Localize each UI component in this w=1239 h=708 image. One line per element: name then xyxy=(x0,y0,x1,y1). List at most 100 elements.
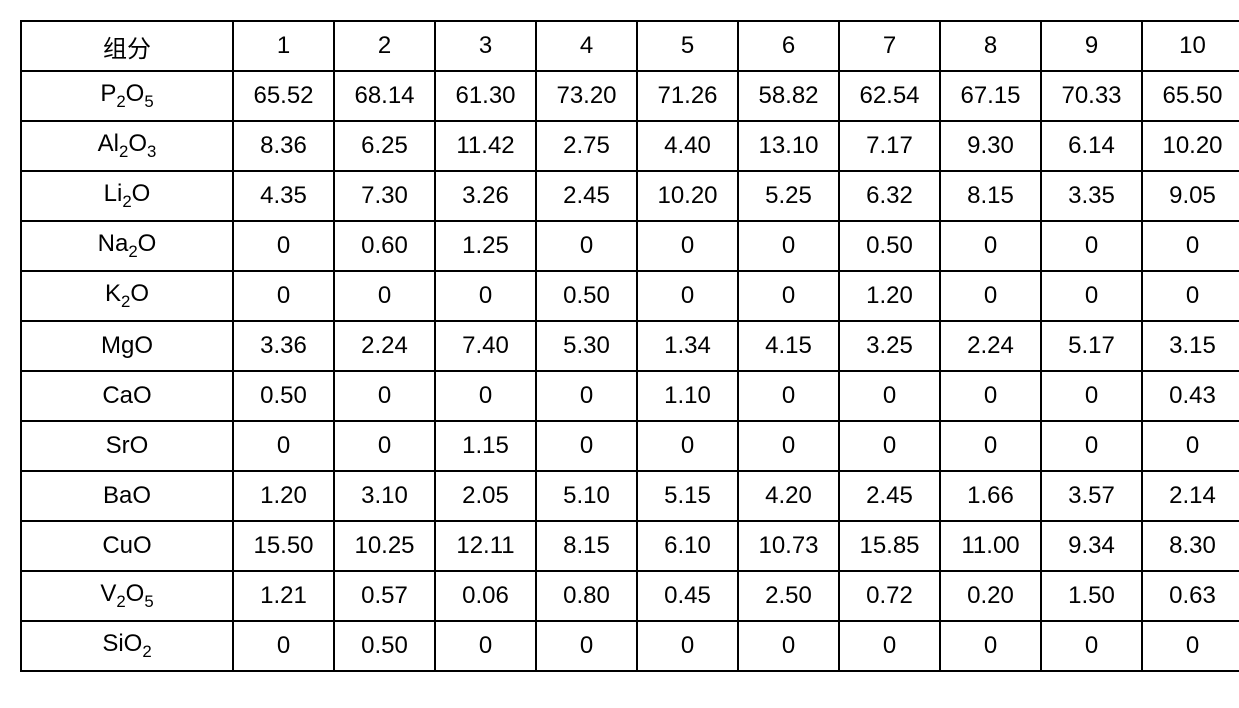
component-formula: V2O5 xyxy=(21,571,233,621)
value-cell: 0 xyxy=(1041,271,1142,321)
component-formula: MgO xyxy=(21,321,233,371)
value-cell: 0.63 xyxy=(1142,571,1239,621)
column-header: 2 xyxy=(334,21,435,71)
value-cell: 0 xyxy=(839,421,940,471)
value-cell: 2.14 xyxy=(1142,471,1239,521)
value-cell: 73.20 xyxy=(536,71,637,121)
value-cell: 0.50 xyxy=(233,371,334,421)
value-cell: 11.00 xyxy=(940,521,1041,571)
value-cell: 68.14 xyxy=(334,71,435,121)
value-cell: 0 xyxy=(637,271,738,321)
value-cell: 0 xyxy=(536,421,637,471)
value-cell: 0.50 xyxy=(839,221,940,271)
value-cell: 0 xyxy=(738,421,839,471)
column-header: 6 xyxy=(738,21,839,71)
value-cell: 0 xyxy=(536,371,637,421)
column-header: 4 xyxy=(536,21,637,71)
value-cell: 5.10 xyxy=(536,471,637,521)
value-cell: 1.50 xyxy=(1041,571,1142,621)
component-formula: Li2O xyxy=(21,171,233,221)
column-header: 8 xyxy=(940,21,1041,71)
value-cell: 6.10 xyxy=(637,521,738,571)
value-cell: 10.20 xyxy=(1142,121,1239,171)
value-cell: 0.50 xyxy=(536,271,637,321)
column-header: 7 xyxy=(839,21,940,71)
value-cell: 15.50 xyxy=(233,521,334,571)
value-cell: 5.30 xyxy=(536,321,637,371)
value-cell: 3.10 xyxy=(334,471,435,521)
value-cell: 0 xyxy=(435,621,536,671)
table-row: Na2O00.601.250000.50000 xyxy=(21,221,1239,271)
value-cell: 3.15 xyxy=(1142,321,1239,371)
value-cell: 1.34 xyxy=(637,321,738,371)
value-cell: 0.43 xyxy=(1142,371,1239,421)
value-cell: 0.80 xyxy=(536,571,637,621)
value-cell: 0.06 xyxy=(435,571,536,621)
value-cell: 1.25 xyxy=(435,221,536,271)
value-cell: 65.50 xyxy=(1142,71,1239,121)
value-cell: 71.26 xyxy=(637,71,738,121)
value-cell: 67.15 xyxy=(940,71,1041,121)
value-cell: 0 xyxy=(738,621,839,671)
value-cell: 5.25 xyxy=(738,171,839,221)
value-cell: 2.24 xyxy=(940,321,1041,371)
value-cell: 3.57 xyxy=(1041,471,1142,521)
value-cell: 7.40 xyxy=(435,321,536,371)
value-cell: 8.15 xyxy=(536,521,637,571)
value-cell: 0 xyxy=(637,421,738,471)
value-cell: 0 xyxy=(1041,371,1142,421)
value-cell: 0 xyxy=(233,421,334,471)
value-cell: 0 xyxy=(233,221,334,271)
value-cell: 2.05 xyxy=(435,471,536,521)
component-formula: P2O5 xyxy=(21,71,233,121)
table-row: MgO3.362.247.405.301.344.153.252.245.173… xyxy=(21,321,1239,371)
value-cell: 15.85 xyxy=(839,521,940,571)
component-formula: K2O xyxy=(21,271,233,321)
value-cell: 3.36 xyxy=(233,321,334,371)
value-cell: 5.17 xyxy=(1041,321,1142,371)
table-row: SrO001.150000000 xyxy=(21,421,1239,471)
value-cell: 0 xyxy=(1041,621,1142,671)
value-cell: 1.20 xyxy=(233,471,334,521)
component-formula: SiO2 xyxy=(21,621,233,671)
value-cell: 62.54 xyxy=(839,71,940,121)
value-cell: 3.35 xyxy=(1041,171,1142,221)
value-cell: 2.45 xyxy=(839,471,940,521)
value-cell: 0 xyxy=(334,371,435,421)
value-cell: 9.30 xyxy=(940,121,1041,171)
value-cell: 0 xyxy=(940,621,1041,671)
table-row: SiO200.5000000000 xyxy=(21,621,1239,671)
value-cell: 8.15 xyxy=(940,171,1041,221)
value-cell: 0.60 xyxy=(334,221,435,271)
value-cell: 0 xyxy=(334,271,435,321)
value-cell: 13.10 xyxy=(738,121,839,171)
value-cell: 2.50 xyxy=(738,571,839,621)
value-cell: 0 xyxy=(637,621,738,671)
value-cell: 0.20 xyxy=(940,571,1041,621)
column-header: 1 xyxy=(233,21,334,71)
value-cell: 1.15 xyxy=(435,421,536,471)
value-cell: 4.35 xyxy=(233,171,334,221)
value-cell: 0 xyxy=(233,621,334,671)
value-cell: 3.25 xyxy=(839,321,940,371)
value-cell: 0.45 xyxy=(637,571,738,621)
value-cell: 0.57 xyxy=(334,571,435,621)
value-cell: 0 xyxy=(738,221,839,271)
table-row: K2O0000.50001.20000 xyxy=(21,271,1239,321)
table-row: V2O51.210.570.060.800.452.500.720.201.50… xyxy=(21,571,1239,621)
value-cell: 0 xyxy=(1142,421,1239,471)
value-cell: 0 xyxy=(1041,221,1142,271)
value-cell: 8.36 xyxy=(233,121,334,171)
component-formula: Na2O xyxy=(21,221,233,271)
value-cell: 65.52 xyxy=(233,71,334,121)
value-cell: 0 xyxy=(738,371,839,421)
column-header: 9 xyxy=(1041,21,1142,71)
value-cell: 0 xyxy=(435,271,536,321)
value-cell: 0.72 xyxy=(839,571,940,621)
table-row: CaO0.500001.1000000.43 xyxy=(21,371,1239,421)
value-cell: 8.30 xyxy=(1142,521,1239,571)
table-row: P2O565.5268.1461.3073.2071.2658.8262.546… xyxy=(21,71,1239,121)
component-formula: SrO xyxy=(21,421,233,471)
value-cell: 6.25 xyxy=(334,121,435,171)
header-component-label: 组分 xyxy=(21,21,233,71)
